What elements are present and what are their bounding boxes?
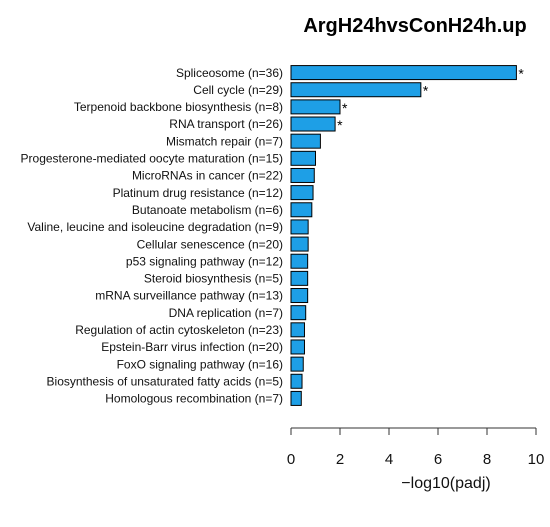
bar (290, 373, 303, 389)
bar (290, 253, 309, 269)
x-tick-label: 0 (287, 451, 295, 468)
bar (290, 322, 305, 338)
bar (290, 356, 304, 372)
category-label: Cell cycle (n=29) (193, 83, 283, 97)
significance-marker: * (342, 100, 348, 116)
bar (290, 150, 316, 166)
significance-marker: * (518, 66, 524, 82)
category-label: Terpenoid backbone biosynthesis (n=8) (74, 100, 283, 114)
category-label: Epstein-Barr virus infection (n=20) (101, 340, 283, 354)
category-label: mRNA surveillance pathway (n=13) (95, 289, 283, 303)
significance-marker: * (337, 117, 343, 133)
category-label: Steroid biosynthesis (n=5) (144, 272, 283, 286)
category-label: DNA replication (n=7) (169, 306, 283, 320)
bar (290, 99, 341, 115)
bar (290, 116, 336, 132)
chart-title: ArgH24hvsConH24h.up (303, 15, 526, 37)
significance-marker: * (423, 83, 429, 99)
x-tick-label: 4 (385, 451, 393, 468)
x-tick-label: 6 (434, 451, 442, 468)
category-label: RNA transport (n=26) (169, 117, 283, 131)
bar (290, 390, 302, 406)
x-ticks: 0 2 4 6 8 10 (287, 428, 545, 468)
bar (290, 339, 305, 355)
bar (290, 65, 517, 81)
category-label: Mismatch repair (n=7) (166, 134, 283, 148)
category-label: MicroRNAs in cancer (n=22) (132, 169, 283, 183)
bar (290, 133, 321, 149)
category-label: Platinum drug resistance (n=12) (113, 186, 283, 200)
bar (290, 185, 314, 201)
category-label: Biosynthesis of unsaturated fatty acids … (47, 374, 283, 388)
bars (290, 65, 517, 406)
x-tick-label: 2 (336, 451, 344, 468)
category-label: Butanoate metabolism (n=6) (132, 203, 283, 217)
category-labels: Spliceosome (n=36) Cell cycle (n=29) Terpe… (21, 66, 283, 406)
bar (290, 82, 422, 98)
category-label: Regulation of actin cytoskeleton (n=23) (75, 323, 283, 337)
bar (290, 270, 309, 286)
category-label: Homologous recombination (n=7) (105, 392, 283, 406)
category-label: Progesterone-mediated oocyte maturation … (21, 152, 283, 166)
bar (290, 167, 315, 183)
bar (290, 236, 309, 252)
category-label: Valine, leucine and isoleucine degradati… (27, 220, 283, 234)
bar (290, 219, 309, 235)
bar (290, 288, 309, 304)
category-label: Spliceosome (n=36) (176, 66, 283, 80)
x-tick-label: 10 (528, 451, 545, 468)
category-label: p53 signaling pathway (n=12) (126, 254, 283, 268)
category-label: Cellular senescence (n=20) (137, 237, 283, 251)
x-axis: 0 2 4 6 8 10 (287, 427, 545, 468)
x-axis-label: −log10(padj) (401, 475, 490, 492)
bar (290, 202, 313, 218)
category-label: FoxO signaling pathway (n=16) (117, 357, 283, 371)
significance-markers: **** (337, 66, 524, 133)
bar (290, 305, 307, 321)
x-tick-label: 8 (483, 451, 491, 468)
